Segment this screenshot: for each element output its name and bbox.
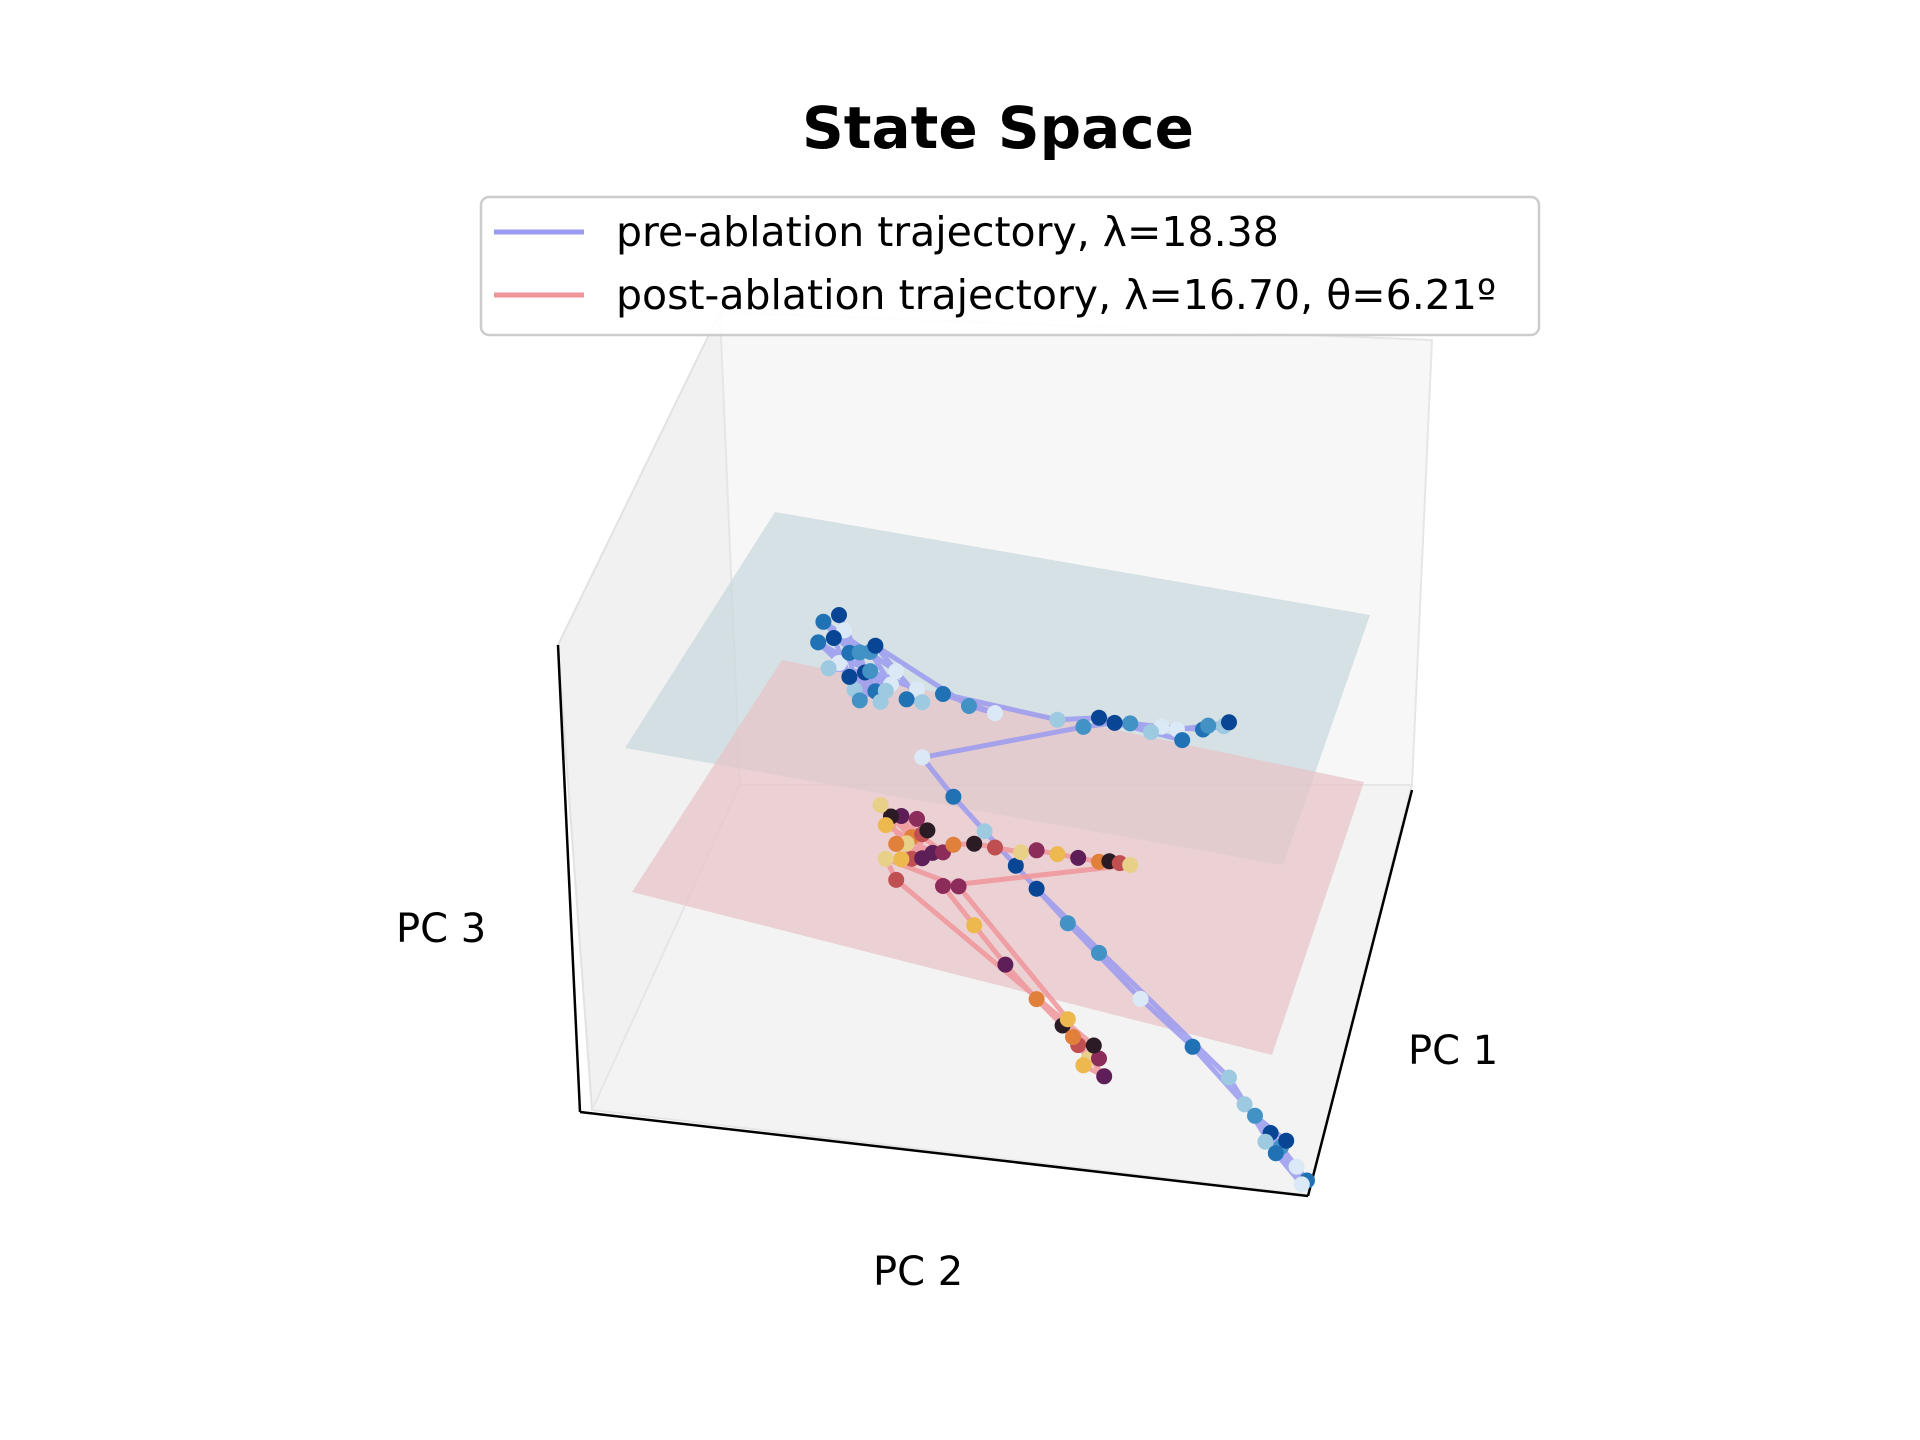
axis-label-pc3: PC 3	[396, 906, 486, 952]
trajectory-point-0-52	[1257, 1133, 1274, 1150]
trajectory-point-1-13	[893, 851, 910, 868]
trajectory-point-0-55	[1293, 1176, 1310, 1193]
trajectory-point-1-40	[950, 878, 967, 895]
trajectory-point-0-53	[1278, 1132, 1295, 1149]
legend-label-pre: pre-ablation trajectory, λ=18.38	[616, 208, 1279, 256]
trajectory-point-1-8	[888, 835, 905, 852]
trajectory-point-0-26	[935, 686, 951, 702]
trajectory-point-0-22	[914, 694, 931, 711]
trajectory-point-0-19	[862, 663, 879, 680]
trajectory-point-0-23	[867, 637, 884, 654]
trajectory-point-1-20	[1049, 846, 1066, 863]
pc2-axis-line	[579, 1110, 1309, 1198]
trajectory-point-0-13	[831, 607, 847, 623]
trajectory-point-1-38	[888, 871, 905, 888]
trajectory-point-1-28	[997, 956, 1014, 973]
legend: pre-ablation trajectory, λ=18.38 post-ab…	[479, 195, 1541, 337]
trajectory-point-0-18	[841, 668, 858, 685]
trajectory-point-0-27	[1049, 711, 1066, 728]
trajectory-point-0-37	[1143, 724, 1159, 740]
legend-label-post: post-ablation trajectory, λ=16.70, θ=6.2…	[616, 271, 1496, 319]
trajectory-point-0-41	[945, 788, 962, 805]
trajectory-point-1-34	[1075, 1057, 1092, 1074]
chart-title: State Space	[802, 94, 1194, 162]
axis-label-pc2: PC 2	[873, 1249, 963, 1295]
trajectory-point-0-24	[961, 698, 977, 714]
trajectory-point-1-11	[872, 797, 889, 813]
trajectory-point-0-17	[877, 682, 894, 699]
trajectory-point-0-2	[820, 660, 837, 677]
trajectory-point-1-39	[877, 850, 894, 867]
trajectory-point-0-43	[1007, 857, 1024, 874]
trajectory-point-1-41	[1059, 1011, 1076, 1028]
trajectory-point-1-29	[1028, 991, 1045, 1008]
series-layer	[810, 607, 1315, 1193]
trajectory-point-0-11	[810, 634, 827, 651]
trajectory-point-0-54	[1247, 1107, 1263, 1124]
trajectory-point-1-33	[1091, 1050, 1107, 1067]
trajectory-point-0-20	[909, 681, 925, 698]
trajectory-point-0-21	[898, 691, 915, 708]
trajectory-point-0-42	[976, 823, 993, 840]
trajectory-point-0-29	[1122, 715, 1139, 732]
pc3-axis-line	[556, 644, 582, 1113]
trajectory-point-0-14	[851, 692, 868, 709]
trajectory-point-1-25	[1122, 857, 1139, 873]
trajectory-point-1-37	[1085, 1037, 1102, 1054]
pc1-axis-line	[1306, 789, 1414, 1197]
trajectory-point-1-6	[877, 817, 894, 834]
axis-label-pc1: PC 1	[1408, 1028, 1498, 1074]
trajectory-point-0-15	[888, 663, 905, 680]
trajectory-point-1-14	[914, 850, 931, 867]
trajectory-point-1-17	[987, 839, 1003, 856]
post-ablation-plane	[632, 660, 1364, 1055]
trajectory-point-0-25	[987, 705, 1003, 722]
trajectory-point-0-56	[1267, 1145, 1284, 1162]
trajectory-point-0-33	[1221, 714, 1237, 731]
trajectory-point-0-44	[1059, 915, 1076, 932]
trajectory-point-1-26	[935, 878, 951, 894]
trajectory-point-1-18	[1013, 844, 1029, 861]
trajectory-point-1-9	[919, 822, 936, 839]
trajectory-point-1-35	[1096, 1068, 1113, 1085]
trajectory-point-0-59	[1091, 944, 1107, 961]
trajectory-point-0-47	[1236, 1096, 1253, 1113]
legend-box	[479, 195, 1541, 337]
trajectory-point-0-58	[1028, 880, 1045, 897]
trajectory-point-0-16	[815, 613, 832, 630]
trajectory-point-1-19	[1028, 842, 1045, 859]
trajectory-point-0-46	[1184, 1038, 1201, 1055]
trajectory-point-1-21	[1070, 849, 1087, 866]
trajectory-point-1-36	[1065, 1029, 1081, 1045]
trajectory-point-0-8	[825, 630, 842, 646]
trajectory-point-1-15	[945, 836, 962, 853]
trajectory-point-0-38	[1106, 714, 1123, 731]
trajectory-point-1-27	[966, 917, 983, 934]
trajectory-point-0-50	[1288, 1158, 1305, 1175]
trajectory-point-0-28	[1091, 709, 1107, 726]
trajectory-point-0-36	[1174, 732, 1191, 749]
trajectory-point-0-40	[914, 749, 931, 766]
trajectory-point-1-5	[909, 810, 925, 827]
trajectory-point-0-57	[1221, 1069, 1237, 1086]
trajectory-point-1-16	[966, 835, 983, 852]
trajectory-point-0-34	[1200, 717, 1217, 734]
trajectory-point-0-45	[1132, 990, 1149, 1007]
trajectory-point-0-39	[1075, 718, 1092, 735]
